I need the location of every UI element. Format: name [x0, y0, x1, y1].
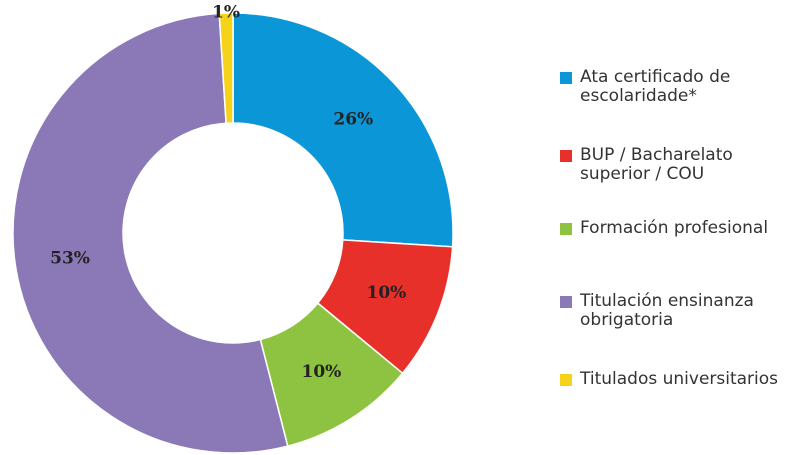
legend-item: Formación profesional — [560, 219, 785, 238]
legend-item: Ata certificado de escolaridade* — [560, 68, 785, 106]
legend-swatch — [560, 296, 572, 308]
legend-label: Ata certificado de escolaridade* — [580, 67, 731, 106]
data-label: 1% — [212, 3, 240, 23]
legend-label: Formación profesional — [580, 218, 769, 238]
legend-label: BUP / Bacharelato superior / COU — [580, 145, 733, 184]
data-label: 26% — [333, 110, 373, 130]
legend-swatch — [560, 374, 572, 386]
data-label: 53% — [50, 248, 90, 268]
legend-swatch — [560, 72, 572, 84]
donut-slice — [12, 12, 289, 454]
legend-swatch — [560, 223, 572, 235]
donut-slice — [218, 12, 234, 125]
legend-label: Titulación ensinanza obrigatoria — [580, 291, 754, 330]
donut-slice — [232, 12, 454, 248]
legend-swatch — [560, 150, 572, 162]
data-label: 10% — [302, 362, 342, 382]
legend-item: BUP / Bacharelato superior / COU — [560, 146, 785, 184]
data-label: 10% — [367, 283, 407, 303]
legend-item: Titulación ensinanza obrigatoria — [560, 292, 785, 330]
legend-label: Titulados universitarios — [580, 369, 779, 389]
legend-item: Titulados universitarios — [560, 370, 785, 389]
